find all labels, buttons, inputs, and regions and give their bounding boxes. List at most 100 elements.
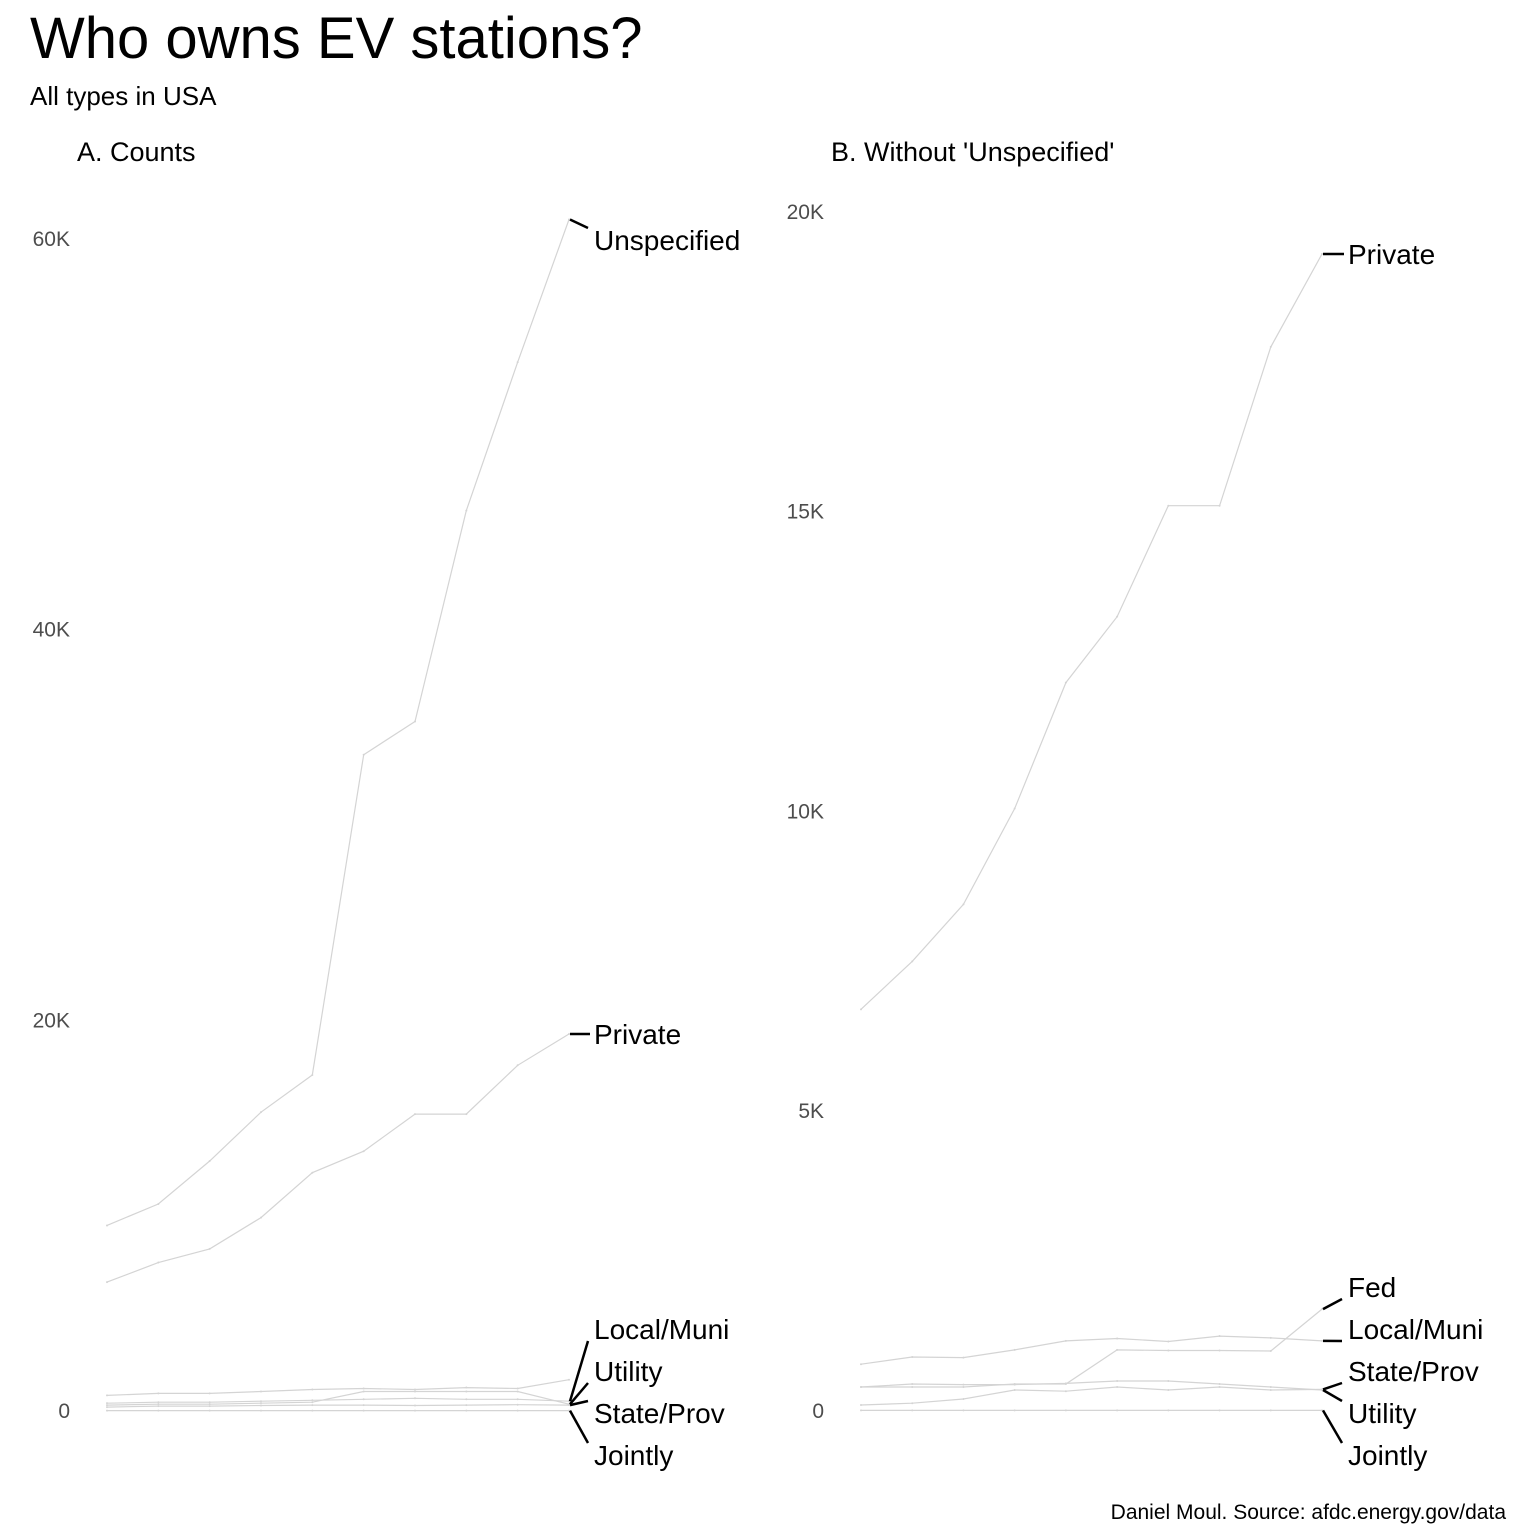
panel-a-data-point-unspecified: [568, 218, 570, 221]
panel-a-data-point-unspecified: [311, 1074, 314, 1077]
panel-a-data-point-jointly: [516, 1409, 519, 1412]
chart-title: Who owns EV stations?: [30, 6, 643, 71]
panel-a-data-point-fed: [157, 1392, 160, 1395]
panel-a-series-line-local-muni: [106, 1397, 570, 1404]
panel-b-data-point-local-muni: [1013, 1348, 1016, 1351]
panel-b-data-point-local-muni: [1269, 1336, 1272, 1339]
panel-a-data-point-state-prov: [208, 1405, 211, 1408]
panel-a-data-point-unspecified: [208, 1159, 211, 1162]
panel-a-data-point-jointly: [208, 1409, 211, 1412]
panel-a-series-line-unspecified: [106, 219, 570, 1226]
panel-a-label-connector-local-muni: [568, 1340, 590, 1402]
panel-b-series-label-utility: Utility: [1348, 1398, 1416, 1429]
panel-a-plot: 0 20K 40K 60K Unspecified Private Local/Muni Ut…: [33, 218, 740, 1471]
panel-b-series-line-utility: [860, 1380, 1323, 1391]
panel-b-data-point-private: [1116, 615, 1119, 618]
panel-b-data-point-fed: [1167, 1349, 1170, 1352]
panel-a-data-point-private: [465, 1113, 468, 1116]
panel-b-data-point-local-muni: [1064, 1339, 1067, 1342]
panel-a-data-point-unspecified: [414, 720, 416, 723]
panel-a-data-point-unspecified: [362, 753, 365, 756]
panel-b-data-point-utility: [1218, 1383, 1221, 1386]
panel-b-data-point-private: [1218, 504, 1221, 507]
panel-a-data-point-utility: [157, 1403, 160, 1406]
panel-b-data-point-jointly: [1269, 1409, 1272, 1412]
panel-b-title: B. Without 'Unspecified': [831, 137, 1114, 167]
panel-a-series-line-utility: [106, 1390, 570, 1406]
panel-a-ytick-label: 60K: [33, 228, 70, 251]
panel-a-series-line-fed: [106, 1379, 570, 1396]
panel-b-data-point-state-prov: [860, 1404, 862, 1407]
panel-a-ytick-label: 0: [58, 1400, 70, 1423]
panel-b-data-point-state-prov: [1269, 1389, 1272, 1392]
panel-b-data-point-state-prov: [1116, 1386, 1119, 1389]
panel-b-data-point-private: [1013, 807, 1016, 810]
panel-a-data-point-fed: [516, 1387, 519, 1390]
panel-a-series-label-state-prov: State/Prov: [594, 1398, 725, 1429]
panel-b-data-point-local-muni: [1167, 1340, 1170, 1343]
panel-a-data-point-local-muni: [157, 1401, 160, 1404]
panel-a-data-point-private: [311, 1171, 314, 1174]
panel-b-ytick-label: 0: [812, 1400, 824, 1423]
panel-a-data-point-state-prov: [465, 1404, 468, 1407]
panel-a-data-point-state-prov: [568, 1404, 570, 1407]
panel-b-data-point-local-muni: [1321, 1339, 1323, 1342]
panel-b-data-point-utility: [1269, 1386, 1272, 1389]
panel-b-series-line-private: [860, 253, 1323, 1010]
panel-b-data-point-utility: [911, 1383, 914, 1386]
panel-b-data-point-fed: [962, 1386, 965, 1389]
panel-a-data-point-local-muni: [106, 1402, 108, 1405]
panel-b-series-line-fed: [861, 1308, 1323, 1388]
panel-b-data-point-jointly: [1013, 1409, 1016, 1412]
panel-a-data-point-local-muni: [208, 1401, 211, 1404]
panel-a-data-point-fed: [106, 1394, 108, 1397]
panel-b-series-label-local-muni: Local/Muni: [1348, 1314, 1483, 1345]
panel-b-data-point-private: [962, 903, 965, 906]
panel-b-data-point-private: [911, 960, 914, 963]
panel-b-data-point-jointly: [1218, 1409, 1221, 1412]
panel-a-data-point-unspecified: [465, 509, 468, 512]
panel-b-data-point-state-prov: [1064, 1390, 1067, 1393]
panel-a-data-point-fed: [311, 1388, 314, 1391]
panel-a-series-label-jointly: Jointly: [594, 1440, 673, 1471]
panel-b-data-point-state-prov: [1013, 1389, 1016, 1392]
panel-b-data-point-state-prov: [1321, 1388, 1323, 1391]
chart-subtitle: All types in USA: [30, 81, 217, 111]
panel-a-data-point-private: [106, 1281, 108, 1284]
panel-a-data-point-utility: [311, 1401, 314, 1404]
panel-a-data-point-jointly: [414, 1409, 416, 1412]
panel-a-data-point-utility: [362, 1390, 365, 1393]
panel-a-data-point-private: [260, 1216, 262, 1219]
panel-a-label-connector-unspecified: [569, 218, 589, 230]
panel-a-title: A. Counts: [77, 137, 196, 167]
panel-b-data-point-jointly: [962, 1409, 965, 1412]
panel-b-data-point-private: [1321, 252, 1323, 255]
panel-a-data-point-fed: [568, 1378, 570, 1381]
panel-b-data-point-jointly: [911, 1409, 914, 1412]
panel-b-ytick-label: 20K: [787, 201, 824, 224]
panel-a-data-point-local-muni: [362, 1398, 365, 1401]
panel-b-plot: 0 5K 10K 15K 20K Private Fed Local/Muni State/Pr…: [787, 201, 1484, 1471]
panel-a-series-label-private: Private: [594, 1019, 681, 1050]
panel-a-data-point-unspecified: [106, 1224, 108, 1227]
panel-b-label-connector-state-prov: [1322, 1381, 1343, 1391]
panel-b-data-point-state-prov: [1167, 1389, 1170, 1392]
panel-a-data-point-local-muni: [414, 1397, 416, 1400]
panel-b-data-point-fed: [1321, 1308, 1323, 1311]
panel-a-data-point-jointly: [311, 1409, 314, 1412]
panel-b-series-line-state-prov: [860, 1386, 1323, 1406]
panel-b-data-point-private: [1269, 345, 1272, 348]
panel-a-data-point-private: [568, 1033, 570, 1036]
panel-b-data-point-utility: [1013, 1383, 1016, 1386]
panel-b-label-connector-fed: [1322, 1297, 1343, 1311]
panel-b-data-point-local-muni: [1218, 1335, 1221, 1338]
panel-a-ytick-label: 40K: [33, 619, 70, 642]
panel-a-data-point-local-muni: [260, 1400, 262, 1403]
panel-a-data-point-unspecified: [157, 1202, 160, 1205]
panel-b-data-point-private: [1064, 681, 1067, 684]
panel-a-data-point-state-prov: [362, 1404, 365, 1407]
panel-b-data-point-local-muni: [962, 1356, 965, 1359]
panel-a-data-point-fed: [208, 1392, 211, 1395]
panel-b-data-point-private: [1167, 504, 1170, 507]
